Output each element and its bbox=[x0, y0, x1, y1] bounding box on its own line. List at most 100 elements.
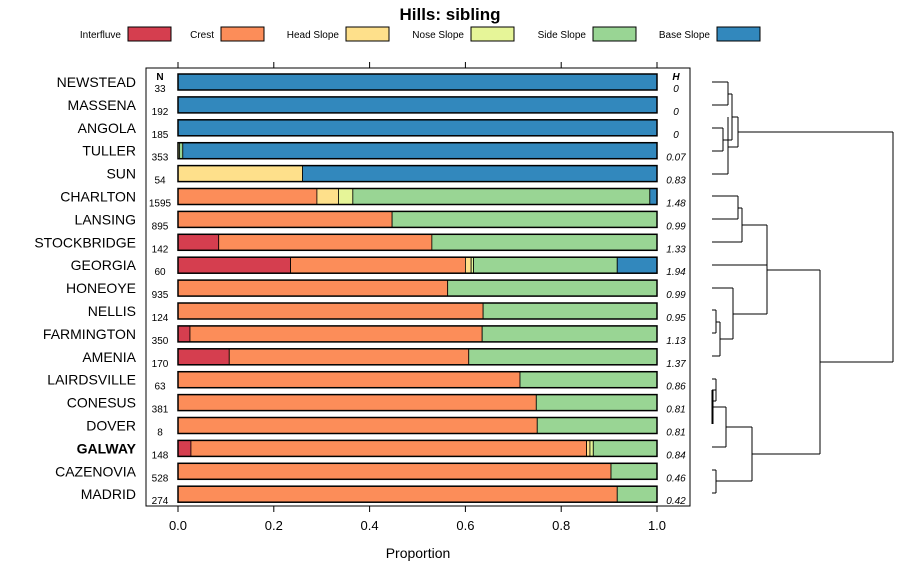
bar-segment bbox=[316, 188, 339, 205]
row-label: SUN bbox=[106, 166, 136, 182]
bar-segment bbox=[177, 256, 291, 274]
bar-outline bbox=[177, 141, 658, 160]
bar-outline bbox=[177, 256, 658, 274]
legend-swatch bbox=[716, 26, 761, 42]
n-column-header: N bbox=[156, 72, 163, 83]
chart-title: Hills: sibling bbox=[399, 5, 500, 24]
row-h-value: 0.81 bbox=[666, 428, 685, 439]
row-h-value: 0 bbox=[673, 84, 679, 95]
row-n-value: 1595 bbox=[149, 199, 172, 210]
row-n-value: 33 bbox=[154, 84, 166, 95]
row-label: LAIRDSVILLE bbox=[47, 372, 136, 388]
bar-outline bbox=[177, 233, 658, 252]
row-label: MADRID bbox=[81, 486, 136, 502]
row-n-value: 350 bbox=[152, 336, 169, 347]
row-label: DOVER bbox=[86, 418, 136, 434]
row-label: LANSING bbox=[75, 211, 136, 227]
x-tick-label: 0.6 bbox=[456, 518, 474, 533]
row-label: HONEOYE bbox=[66, 280, 136, 296]
bar-segment bbox=[177, 417, 538, 434]
row-label: MASSENA bbox=[68, 97, 137, 113]
row-n-value: 192 bbox=[152, 107, 169, 118]
row-n-value: 895 bbox=[152, 221, 169, 232]
legend-swatch bbox=[470, 26, 515, 42]
bar-segment bbox=[177, 371, 521, 389]
legend-swatch bbox=[592, 26, 637, 42]
row-h-value: 0.95 bbox=[666, 313, 686, 324]
bar-segment bbox=[177, 73, 658, 91]
bar-segment bbox=[536, 417, 658, 434]
bar-segment bbox=[519, 371, 658, 389]
row-h-value: 0.99 bbox=[666, 221, 686, 232]
bar-segment bbox=[179, 142, 184, 160]
row-h-value: 0.83 bbox=[666, 176, 686, 187]
row-n-value: 935 bbox=[152, 290, 169, 301]
bar-segment bbox=[177, 462, 612, 480]
bar-outline bbox=[177, 416, 658, 435]
dendrogram-branches bbox=[711, 81, 894, 494]
row-h-value: 1.37 bbox=[666, 359, 686, 370]
row-label: GEORGIA bbox=[71, 257, 137, 273]
row-n-value: 148 bbox=[152, 450, 169, 461]
bar-segment bbox=[177, 302, 484, 320]
bar-segment bbox=[447, 279, 658, 297]
bar-segment bbox=[616, 256, 658, 274]
bar-segment bbox=[177, 485, 618, 503]
row-h-value: 0.99 bbox=[666, 290, 686, 301]
row-label: NEWSTEAD bbox=[57, 74, 136, 90]
bar-segment bbox=[482, 302, 658, 320]
bar-segment bbox=[177, 325, 191, 343]
bar-outline bbox=[177, 210, 658, 229]
bar-segment bbox=[302, 165, 658, 183]
x-tick-label: 0.4 bbox=[361, 518, 379, 533]
bar-segment bbox=[391, 210, 658, 228]
bar-outline bbox=[177, 119, 658, 137]
legend-label: Nose Slope bbox=[412, 30, 464, 41]
legend-label: Crest bbox=[190, 30, 214, 41]
bar-segment bbox=[586, 439, 591, 457]
bar-outline bbox=[177, 348, 658, 366]
bar-segment bbox=[177, 394, 537, 412]
bar-segment bbox=[464, 256, 472, 274]
row-n-value: 142 bbox=[152, 244, 169, 255]
bar-segment bbox=[592, 439, 658, 457]
bar-segment bbox=[177, 233, 220, 251]
bar-segment bbox=[228, 348, 470, 366]
x-axis: 0.0 0.2 0.4 0.6 0.8 1.0 bbox=[169, 62, 666, 533]
row-n-value: 353 bbox=[152, 153, 169, 164]
legend: Interfluve Crest Head Slope Nose Slope Side … bbox=[80, 26, 761, 42]
row-n-value: 170 bbox=[152, 359, 169, 370]
bar-segment bbox=[177, 439, 192, 457]
bar-segment bbox=[177, 119, 658, 137]
legend-swatch bbox=[127, 26, 172, 42]
row-label: NELLIS bbox=[88, 303, 136, 319]
row-h-value: 1.13 bbox=[666, 336, 686, 347]
bar-segment bbox=[431, 233, 658, 251]
bar-segment bbox=[610, 462, 658, 480]
bar-segment bbox=[352, 188, 651, 205]
legend-swatch bbox=[220, 26, 265, 42]
bar-segment bbox=[338, 188, 354, 205]
x-tick-label: 1.0 bbox=[648, 518, 666, 533]
bar-outline bbox=[177, 485, 658, 503]
row-h-value: 0.86 bbox=[666, 382, 686, 393]
legend-label: Base Slope bbox=[659, 30, 711, 41]
bar-outline bbox=[177, 439, 658, 458]
bar-rows: NEWSTEAD 33 0 MASSENA 192 0 ANGOLA 185 0 TULLER 35… bbox=[34, 73, 686, 507]
row-h-value: 0 bbox=[673, 130, 679, 141]
row-n-value: 60 bbox=[154, 267, 166, 278]
plot-frame bbox=[145, 67, 691, 507]
row-h-value: 1.48 bbox=[666, 199, 686, 210]
row-h-value: 1.94 bbox=[666, 267, 686, 278]
x-tick-label: 0.8 bbox=[552, 518, 570, 533]
row-n-value: 274 bbox=[152, 496, 169, 507]
row-label: ANGOLA bbox=[78, 120, 137, 136]
bar-segment bbox=[473, 256, 618, 274]
bar-segment bbox=[177, 188, 318, 205]
row-label: TULLER bbox=[82, 143, 136, 159]
bar-outline bbox=[177, 393, 658, 412]
legend-label: Head Slope bbox=[287, 30, 340, 41]
bar-segment bbox=[177, 96, 658, 114]
bar-outline bbox=[177, 164, 658, 183]
